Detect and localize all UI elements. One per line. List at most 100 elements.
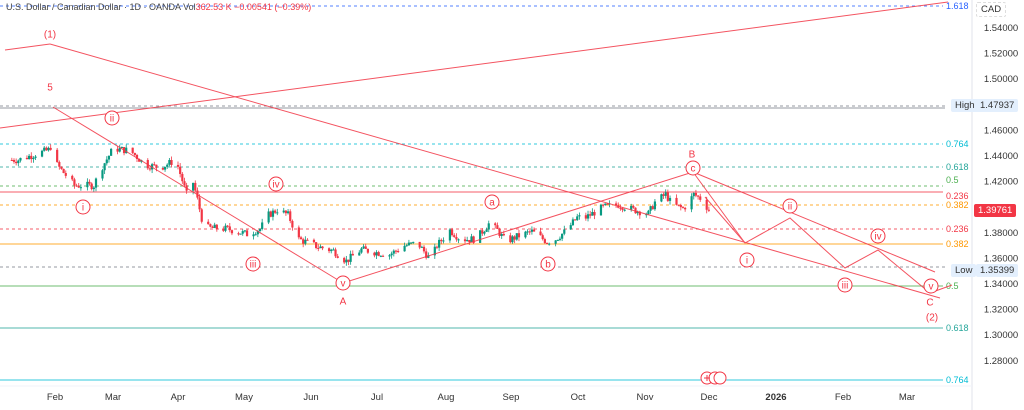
wave-label-circle: [685, 160, 701, 176]
candle-body: [442, 240, 445, 242]
candle-body: [347, 259, 350, 262]
wave-label-a: a: [489, 198, 495, 209]
candle-body: [614, 203, 618, 206]
candle-body: [573, 219, 577, 221]
candle-body: [649, 206, 652, 211]
candle-body: [394, 250, 398, 252]
candle-body: [319, 246, 322, 249]
candle-body: [517, 233, 521, 238]
candle-body: [584, 215, 587, 219]
candle-body: [455, 236, 458, 240]
wave-label-pv: v: [929, 282, 934, 293]
candle-body: [148, 168, 152, 170]
candle-body: [103, 163, 106, 171]
candle-body: [561, 233, 564, 239]
candle-body: [224, 225, 227, 231]
price-change: −0.00541 (−0.39%): [234, 2, 312, 12]
candle-body: [241, 231, 244, 234]
trendline-B-channel[interactable]: [692, 171, 936, 273]
candle-body: [321, 246, 324, 249]
candle-body: [336, 256, 339, 258]
wave-label-b: b: [545, 260, 551, 271]
wave-label-circle: [104, 110, 120, 126]
wave-label-circle: [245, 256, 261, 272]
event-icon[interactable]: [713, 371, 727, 385]
candle-body: [409, 242, 413, 244]
candle-body: [40, 150, 44, 157]
candle-body: [500, 234, 503, 236]
candle-body: [602, 204, 605, 206]
candle-body: [64, 173, 67, 176]
candle-body: [62, 168, 65, 174]
candle-body: [230, 230, 234, 234]
candle-body: [226, 225, 229, 227]
currency-label[interactable]: CAD: [976, 2, 1007, 17]
candle-body: [49, 147, 52, 150]
trendline-A-to-B[interactable]: [342, 171, 694, 284]
wave-label-circle: [75, 199, 91, 215]
candle-body: [485, 229, 488, 232]
economic-events-icons[interactable]: [700, 371, 727, 385]
fib-level-label: 0.236: [946, 191, 969, 201]
trendline-long-down[interactable]: [49, 43, 941, 299]
trendline-to-wave1[interactable]: [4, 43, 51, 51]
candle-body: [289, 211, 292, 222]
wave-label-c: c: [691, 164, 696, 175]
wave-label-i: i: [82, 203, 84, 214]
candle-body: [524, 231, 527, 238]
candle-body: [198, 197, 201, 210]
candle-body: [25, 157, 29, 160]
candle-body: [286, 211, 290, 214]
candle-body: [317, 247, 320, 249]
price-tick-label: 1.32000: [984, 305, 1018, 316]
wave-label-circle: [782, 198, 798, 214]
trendline-5-to-A[interactable]: [52, 106, 344, 284]
candle-body: [364, 246, 367, 249]
candle-body: [312, 239, 316, 243]
candle-body: [88, 181, 91, 184]
event-plus-icon: [704, 375, 710, 381]
price-tick-label: 1.34000: [984, 279, 1018, 290]
fib-level-label: 0.5: [946, 281, 959, 291]
candle-body: [412, 241, 415, 243]
candle-body: [692, 192, 695, 197]
candle-body: [571, 219, 575, 226]
candle-body: [166, 164, 169, 167]
low-label: Low: [951, 264, 977, 277]
candle-body: [211, 226, 214, 228]
candle-body: [453, 235, 456, 237]
candle-body: [30, 155, 33, 160]
trendline-B-to-i[interactable]: [692, 171, 746, 244]
price-tick-label: 1.42000: [984, 177, 1018, 188]
wave-label-iv: iv: [272, 180, 279, 191]
candle-body: [377, 252, 380, 256]
last-price: 1.39761: [974, 204, 1017, 217]
candle-body: [509, 235, 512, 243]
candle-body: [215, 224, 218, 230]
candle-body: [675, 197, 678, 205]
candle-body: [375, 252, 378, 256]
candle-body: [392, 250, 395, 254]
trend-drawings[interactable]: [0, 1, 953, 299]
wave-label-ii: ii: [110, 114, 114, 125]
symbol-title: U.S. Dollar / Canadian Dollar · 1D · OAN…: [6, 2, 181, 12]
wave-label-circle: [837, 277, 853, 293]
candle-body: [576, 216, 579, 221]
candle-body: [381, 255, 385, 257]
candle-body: [120, 147, 123, 149]
candle-body: [699, 196, 702, 200]
wave-label-circle: [923, 278, 939, 294]
projection-path[interactable]: [704, 196, 953, 294]
candle-body: [284, 210, 288, 214]
candle-body: [468, 239, 471, 243]
candle-body: [638, 211, 641, 216]
candle-body: [138, 158, 141, 162]
candle-body: [131, 147, 134, 153]
trendline-long-up[interactable]: [0, 1, 949, 129]
candle-body: [334, 249, 337, 257]
candle-body: [677, 204, 680, 206]
wave-label-circle: [870, 228, 886, 244]
fib-level-label: 0.382: [946, 200, 969, 210]
